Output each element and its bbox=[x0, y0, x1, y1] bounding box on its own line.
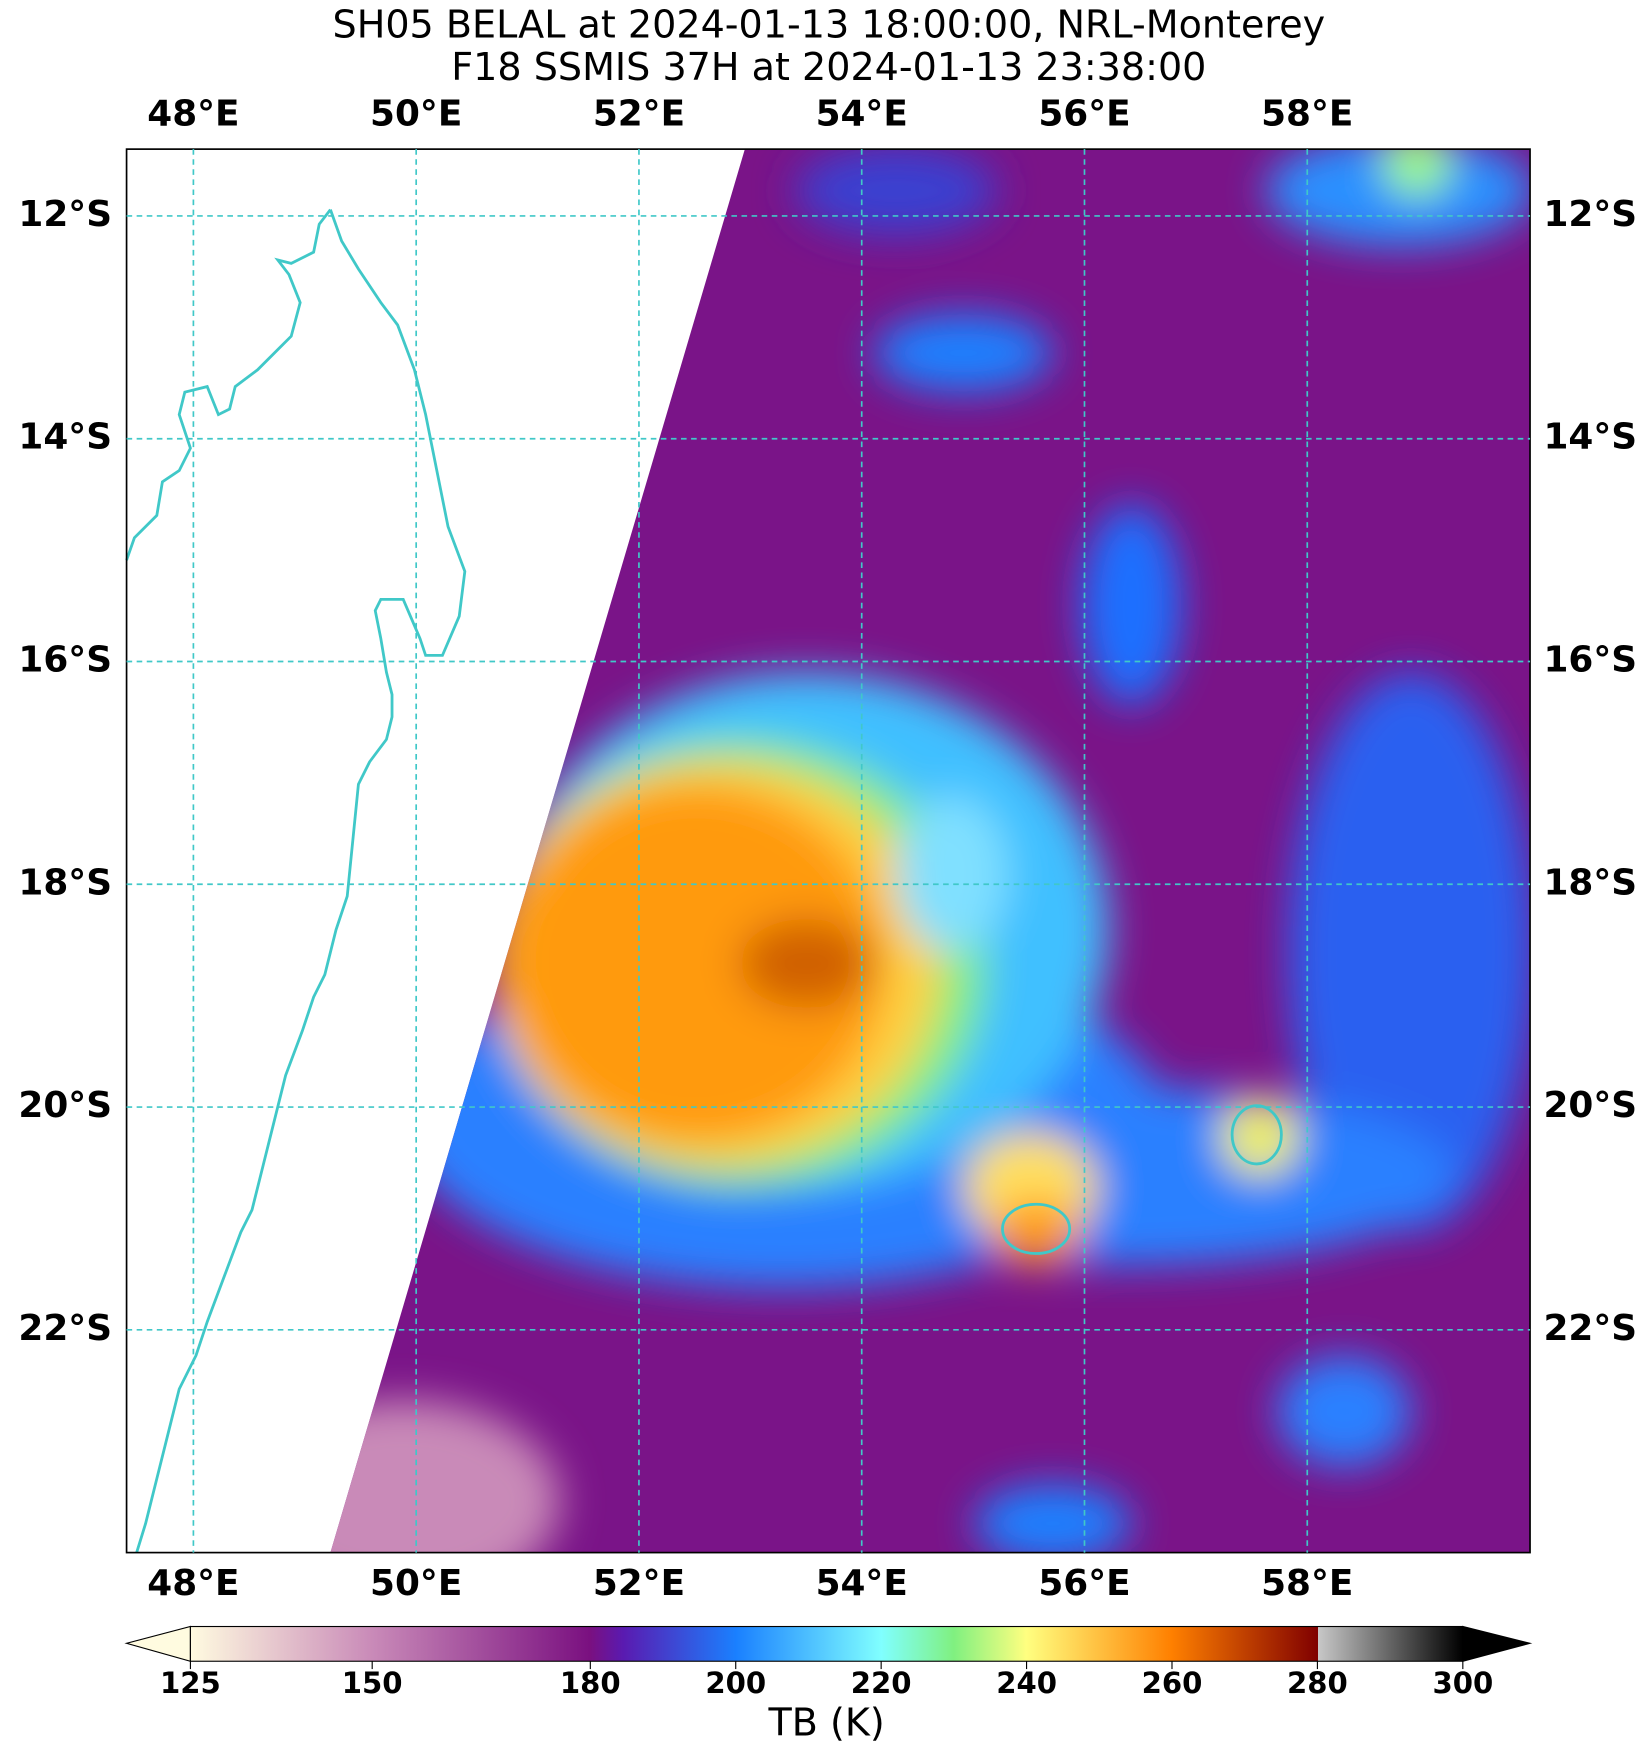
coastline bbox=[125, 208, 1283, 1554]
colorbar-tick-label: 150 bbox=[342, 1666, 403, 1700]
subtitle: F18 SSMIS 37H at 2024-01-13 23:38:00 bbox=[451, 45, 1206, 89]
colorbar-tick-label: 300 bbox=[1432, 1666, 1493, 1700]
x-tick-label: 50°E bbox=[370, 94, 462, 135]
colorbar-tick-label: 200 bbox=[705, 1666, 766, 1700]
y-tick-label: 14°S bbox=[18, 417, 112, 458]
x-tick-label: 48°E bbox=[147, 94, 239, 135]
map-frame bbox=[125, 148, 1531, 1554]
colorbar-tick-label: 240 bbox=[996, 1666, 1057, 1700]
y-tick-label: 14°S bbox=[1543, 417, 1637, 458]
colorbar-extend-low bbox=[124, 1625, 191, 1662]
colorbar-tick-label: 180 bbox=[560, 1666, 621, 1700]
x-tick-label: 52°E bbox=[593, 1563, 685, 1604]
colorbar-tick-label: 260 bbox=[1142, 1666, 1203, 1700]
y-tick-label: 22°S bbox=[1543, 1308, 1637, 1349]
x-tick-label: 52°E bbox=[593, 94, 685, 135]
y-tick-label: 18°S bbox=[18, 862, 112, 903]
title: SH05 BELAL at 2024-01-13 18:00:00, NRL-M… bbox=[333, 3, 1326, 47]
x-tick-label: 48°E bbox=[147, 1563, 239, 1604]
x-tick-label: 58°E bbox=[1261, 1563, 1353, 1604]
x-tick-label: 54°E bbox=[816, 1563, 908, 1604]
y-tick-label: 20°S bbox=[1543, 1085, 1637, 1126]
colorbar bbox=[189, 1625, 1464, 1662]
y-tick-label: 12°S bbox=[1543, 194, 1637, 235]
x-tick-label: 56°E bbox=[1038, 1563, 1130, 1604]
colorbar-tick-label: 280 bbox=[1287, 1666, 1348, 1700]
y-tick-label: 20°S bbox=[18, 1085, 112, 1126]
x-tick-label: 56°E bbox=[1038, 94, 1130, 135]
y-tick-label: 18°S bbox=[1543, 862, 1637, 903]
y-tick-label: 16°S bbox=[1543, 640, 1637, 681]
colorbar-extend-high bbox=[1462, 1625, 1533, 1662]
y-tick-label: 12°S bbox=[18, 194, 112, 235]
colorbar-label: TB (K) bbox=[768, 1701, 885, 1745]
imagery bbox=[330, 149, 1531, 1553]
y-tick-label: 16°S bbox=[18, 640, 112, 681]
colorbar-tick-label: 220 bbox=[851, 1666, 912, 1700]
x-tick-label: 54°E bbox=[816, 94, 908, 135]
x-tick-label: 58°E bbox=[1261, 94, 1353, 135]
y-tick-label: 22°S bbox=[18, 1308, 112, 1349]
colorbar-tick-label: 125 bbox=[160, 1666, 221, 1700]
x-tick-label: 50°E bbox=[370, 1563, 462, 1604]
